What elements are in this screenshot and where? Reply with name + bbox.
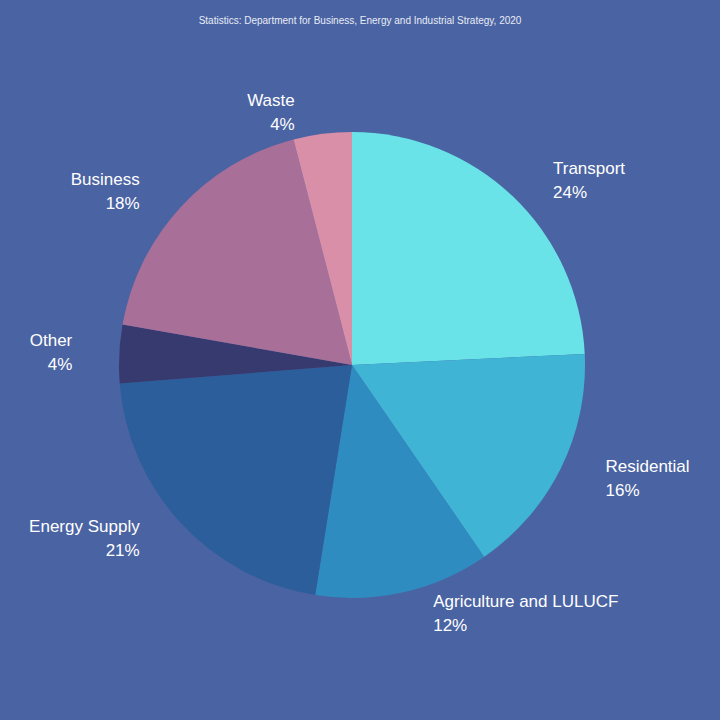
svg-text:Other: Other <box>30 331 73 350</box>
svg-text:Agriculture and LULUCF: Agriculture and LULUCF <box>433 592 618 611</box>
svg-text:4%: 4% <box>48 355 73 374</box>
svg-text:Waste: Waste <box>247 91 295 110</box>
svg-text:18%: 18% <box>106 194 140 213</box>
svg-text:21%: 21% <box>106 541 140 560</box>
svg-text:Residential: Residential <box>605 457 689 476</box>
svg-text:Business: Business <box>71 170 140 189</box>
svg-text:Transport: Transport <box>553 159 625 178</box>
svg-text:Energy Supply: Energy Supply <box>29 517 140 536</box>
svg-text:Statistics: Department for Bus: Statistics: Department for Business, Ene… <box>199 15 522 26</box>
svg-text:4%: 4% <box>270 115 295 134</box>
svg-text:24%: 24% <box>553 183 587 202</box>
svg-text:12%: 12% <box>433 616 467 635</box>
svg-text:16%: 16% <box>605 481 639 500</box>
